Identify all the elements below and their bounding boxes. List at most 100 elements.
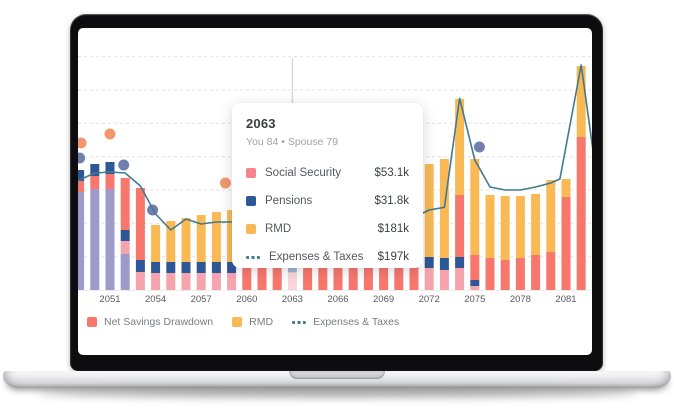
tooltip-row-social-security: Social Security $53.1k (246, 159, 409, 187)
bar-2073-rmd[interactable] (439, 159, 449, 258)
bar-2069-drawdown[interactable] (379, 267, 389, 290)
bar-2077-drawdown[interactable] (500, 260, 510, 290)
bar-2061-drawdown[interactable] (257, 268, 267, 290)
bar-2079-rmd[interactable] (531, 194, 541, 255)
bar-2053-drawdown[interactable] (135, 188, 145, 260)
bar-2079-drawdown[interactable] (531, 255, 541, 290)
orange-scatter-dot[interactable] (104, 128, 116, 140)
bar-2051-pension[interactable] (105, 162, 115, 174)
bar-2050-savings[interactable] (90, 189, 100, 290)
bar-2073-ss[interactable] (439, 270, 449, 290)
tooltip-row-label: Expenses & Taxes (269, 251, 364, 263)
bar-2052-savings[interactable] (120, 254, 130, 290)
bar-2080-rmd[interactable] (546, 180, 556, 252)
orange-scatter-dot[interactable] (220, 177, 231, 189)
legend-item-expenses-taxes[interactable]: Expenses & Taxes (292, 316, 399, 328)
bar-2071-drawdown[interactable] (409, 266, 419, 290)
bar-2078-rmd[interactable] (515, 196, 525, 258)
bar-2053-ss[interactable] (135, 272, 145, 290)
blue-scatter-dot[interactable] (78, 152, 86, 164)
bar-2055-ss[interactable] (166, 273, 176, 290)
bar-2049-pension[interactable] (78, 170, 85, 181)
bar-2054-ss[interactable] (151, 273, 161, 290)
bar-2075-pension[interactable] (470, 280, 480, 286)
bar-2057-rmd[interactable] (196, 215, 206, 262)
bar-2065-drawdown[interactable] (318, 268, 328, 290)
bar-2059-pension[interactable] (227, 262, 237, 273)
bar-2081-rmd[interactable] (561, 179, 571, 197)
bar-2050-drawdown[interactable] (90, 176, 100, 189)
bar-2075-rmd[interactable] (470, 159, 480, 255)
x-axis-label-2057: 2057 (190, 294, 212, 305)
bar-2052-ss[interactable] (120, 241, 130, 254)
tooltip-row-pensions: Pensions $31.8k (246, 187, 409, 215)
x-axis-label-2072: 2072 (418, 294, 440, 305)
blue-scatter-dot[interactable] (473, 141, 485, 153)
bar-2055-pension[interactable] (166, 262, 176, 273)
bar-2058-ss[interactable] (211, 273, 221, 290)
tooltip-ages-subtitle: You 84 • Spouse 79 (246, 136, 339, 148)
orange-scatter-dot[interactable] (78, 137, 87, 149)
bar-2068-drawdown[interactable] (363, 268, 373, 290)
bar-2049-savings[interactable] (78, 192, 85, 290)
blue-scatter-dot[interactable] (118, 159, 130, 171)
x-axis-label-2075: 2075 (464, 294, 486, 305)
bar-2074-drawdown[interactable] (455, 195, 465, 257)
legend-item-rmd[interactable]: RMD (232, 316, 273, 328)
bar-2078-drawdown[interactable] (515, 258, 525, 290)
bar-2056-rmd[interactable] (181, 218, 191, 262)
bar-2053-pension[interactable] (135, 260, 145, 272)
bar-2072-pension[interactable] (424, 257, 434, 268)
bar-2063-ss[interactable] (287, 272, 297, 290)
bar-2076-drawdown[interactable] (485, 258, 495, 290)
bar-2074-pension[interactable] (455, 257, 465, 268)
bar-2056-pension[interactable] (181, 262, 191, 273)
tooltip-row-value: $181k (377, 223, 409, 235)
x-axis-label-2060: 2060 (236, 294, 258, 305)
bar-2055-rmd[interactable] (166, 221, 176, 262)
bar-2067-drawdown[interactable] (348, 268, 358, 290)
tooltip-row-value: $197k (377, 251, 409, 263)
bar-2064-drawdown[interactable] (303, 268, 313, 290)
bar-2051-savings[interactable] (105, 189, 115, 290)
bar-2075-drawdown[interactable] (470, 255, 480, 280)
bar-2082-rmd[interactable] (576, 66, 586, 137)
x-axis-label-2063: 2063 (281, 294, 303, 305)
bar-2074-ss[interactable] (455, 268, 465, 290)
x-axis-label-2069: 2069 (373, 294, 395, 305)
bar-2059-rmd[interactable] (227, 210, 237, 262)
bar-2052-drawdown[interactable] (120, 178, 130, 230)
legend-label: Net Savings Drawdown (104, 316, 214, 328)
bar-2058-rmd[interactable] (211, 212, 221, 262)
bar-2062-drawdown[interactable] (272, 268, 282, 290)
bar-2051-drawdown[interactable] (105, 174, 115, 189)
bar-2049-drawdown[interactable] (78, 181, 85, 192)
bar-2060-drawdown[interactable] (242, 268, 252, 290)
bar-2073-pension[interactable] (439, 258, 449, 270)
bar-2057-pension[interactable] (196, 262, 206, 273)
bar-2074-rmd[interactable] (455, 99, 465, 195)
blue-scatter-dot[interactable] (147, 204, 159, 216)
x-axis-label-2066: 2066 (327, 294, 349, 305)
bar-2070-drawdown[interactable] (394, 267, 404, 290)
bar-2054-pension[interactable] (151, 262, 161, 273)
laptop-screen: 2051 2054 2057 2060 2063 2066 2069 2072 2075 2078… (78, 28, 592, 355)
bar-2075-ss[interactable] (470, 286, 480, 290)
bar-2072-ss[interactable] (424, 268, 434, 290)
bar-2050-pension[interactable] (90, 164, 100, 176)
bar-2052-pension[interactable] (120, 230, 130, 241)
legend-item-net-savings-drawdown[interactable]: Net Savings Drawdown (87, 316, 213, 328)
bar-2080-drawdown[interactable] (546, 252, 556, 290)
bar-2056-ss[interactable] (181, 273, 191, 290)
bar-2057-ss[interactable] (196, 273, 206, 290)
bar-2054-rmd[interactable] (151, 225, 161, 262)
bar-2082-drawdown[interactable] (576, 137, 586, 290)
expenses-taxes-dash-icon (246, 255, 260, 259)
bar-2081-drawdown[interactable] (561, 197, 571, 290)
bar-2076-rmd[interactable] (485, 195, 495, 258)
bar-2066-drawdown[interactable] (333, 268, 343, 290)
bar-2059-ss[interactable] (227, 273, 237, 290)
x-axis-label-2078: 2078 (509, 294, 531, 305)
bar-2077-rmd[interactable] (500, 196, 510, 260)
bar-2058-pension[interactable] (211, 262, 221, 273)
